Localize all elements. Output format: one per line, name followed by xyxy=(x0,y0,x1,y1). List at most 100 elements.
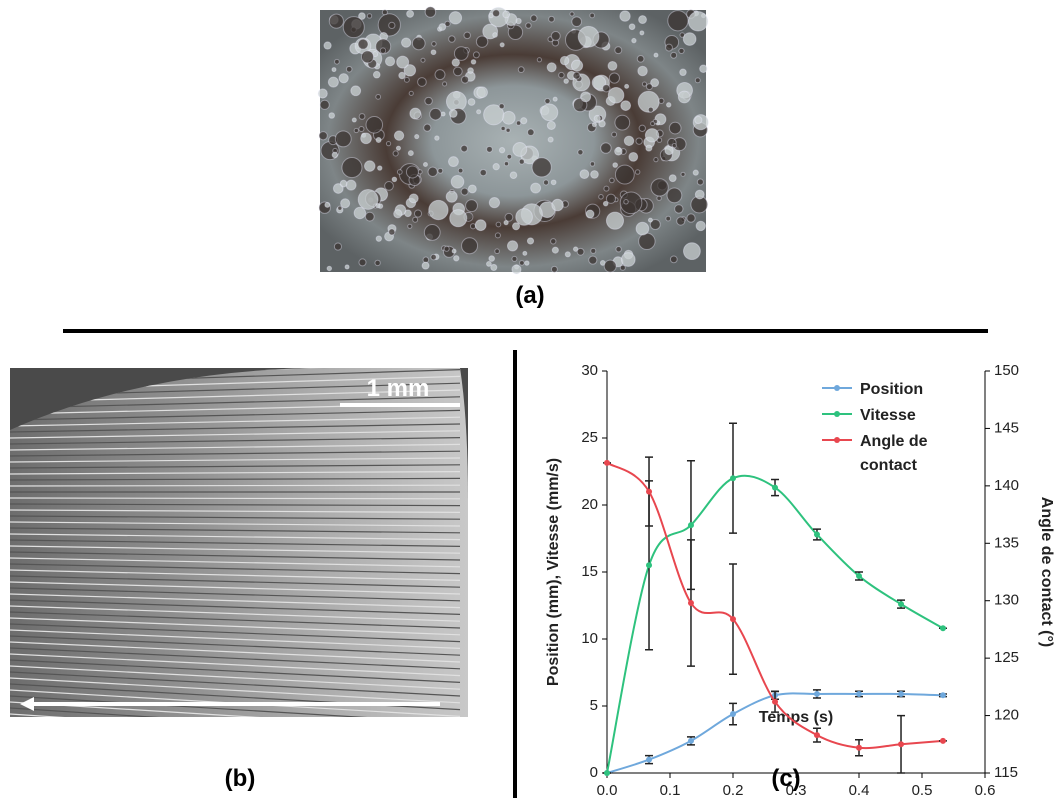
droplet xyxy=(551,246,559,254)
droplet xyxy=(699,64,708,74)
droplet xyxy=(511,222,521,231)
droplet xyxy=(607,86,625,104)
droplet xyxy=(451,58,460,67)
rail xyxy=(10,521,461,527)
rail xyxy=(10,593,461,609)
droplet xyxy=(512,142,528,157)
droplet xyxy=(559,55,570,66)
droplet xyxy=(645,144,653,152)
droplet xyxy=(588,255,598,265)
point xyxy=(939,692,946,699)
droplet xyxy=(353,206,367,220)
droplet xyxy=(338,73,349,84)
droplet xyxy=(679,32,686,38)
droplet xyxy=(623,135,635,147)
point xyxy=(687,737,694,744)
droplet xyxy=(384,56,396,67)
x-tick-label: 0.4 xyxy=(849,782,870,798)
droplet xyxy=(467,184,477,194)
droplet xyxy=(585,209,595,219)
droplet xyxy=(495,221,502,228)
droplet xyxy=(396,55,410,69)
droplet xyxy=(525,22,532,29)
droplet xyxy=(453,46,469,61)
rail xyxy=(10,539,461,547)
rail xyxy=(10,569,461,581)
droplet xyxy=(695,220,706,232)
point xyxy=(730,475,736,482)
rail xyxy=(10,497,461,500)
panel-label: (a) xyxy=(515,282,544,309)
droplet xyxy=(628,151,639,162)
rail xyxy=(10,457,461,463)
droplet xyxy=(345,65,353,73)
droplet xyxy=(694,77,701,84)
droplet xyxy=(503,161,510,167)
droplet xyxy=(647,106,654,113)
droplet xyxy=(448,35,456,43)
point xyxy=(939,737,946,744)
droplet xyxy=(607,60,618,71)
point xyxy=(813,690,820,697)
droplet xyxy=(424,6,437,18)
droplet xyxy=(614,147,623,156)
droplet xyxy=(437,167,444,174)
point xyxy=(646,488,653,495)
droplet xyxy=(668,121,682,135)
droplet xyxy=(408,193,419,204)
droplet xyxy=(379,47,387,54)
droplet xyxy=(676,216,686,226)
droplet xyxy=(476,86,488,99)
droplet xyxy=(317,88,328,99)
point xyxy=(646,562,653,569)
series-line xyxy=(606,462,944,750)
droplet xyxy=(552,96,558,102)
droplet xyxy=(385,141,392,147)
droplet xyxy=(395,145,402,151)
droplet xyxy=(360,50,375,64)
legend-label: Angle de contact xyxy=(860,433,928,474)
droplet xyxy=(408,90,414,96)
droplet xyxy=(453,255,460,262)
droplet xyxy=(522,250,528,256)
rail xyxy=(10,563,461,575)
droplet xyxy=(460,187,469,196)
droplet xyxy=(449,209,468,228)
droplet xyxy=(474,219,487,232)
droplet xyxy=(515,120,522,126)
droplet xyxy=(546,62,557,73)
droplet xyxy=(406,9,415,18)
y-tick-label: 20 xyxy=(581,496,598,513)
rail xyxy=(10,713,461,717)
droplet xyxy=(488,12,494,19)
droplet xyxy=(483,104,505,126)
droplet xyxy=(427,166,438,177)
droplet xyxy=(337,205,343,211)
y-tick-label: 25 xyxy=(581,429,598,446)
droplet xyxy=(460,144,468,153)
droplet xyxy=(414,134,420,140)
droplet xyxy=(323,41,332,50)
droplet xyxy=(342,16,365,39)
droplet xyxy=(448,109,458,118)
droplet xyxy=(576,247,585,256)
droplet xyxy=(428,199,449,221)
droplet xyxy=(350,85,362,97)
point xyxy=(856,690,862,697)
droplet xyxy=(619,264,626,271)
droplet xyxy=(571,16,583,28)
droplet xyxy=(517,66,525,74)
droplet xyxy=(635,137,643,145)
droplet xyxy=(511,264,522,275)
droplet xyxy=(407,150,414,157)
droplet xyxy=(357,189,379,210)
droplet xyxy=(505,127,511,133)
droplet xyxy=(564,251,571,258)
droplet xyxy=(550,238,557,245)
droplet xyxy=(649,218,661,230)
droplet xyxy=(638,124,646,132)
rail xyxy=(10,659,461,683)
point xyxy=(856,744,862,751)
panel-label: (c) xyxy=(771,765,800,792)
rail xyxy=(10,545,461,554)
